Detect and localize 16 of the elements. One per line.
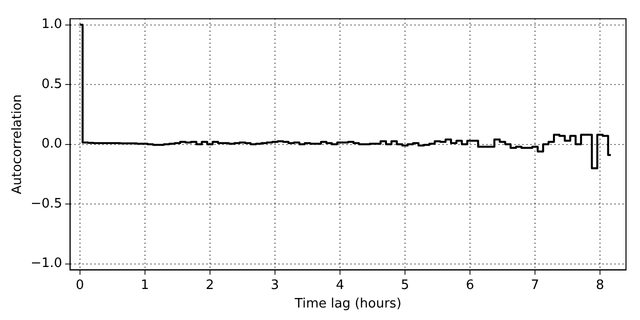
y-tick-label: 0.0 [41,136,62,152]
x-tick-label: 8 [596,278,604,293]
y-tick-label: 0.5 [41,76,62,92]
y-tick-label: −1.0 [30,256,62,272]
x-tick-label: 1 [140,278,150,293]
x-tick-label: 3 [270,278,280,293]
x-tick-label: 6 [466,278,474,293]
x-tick-label: 7 [530,278,540,293]
x-tick-label: 4 [336,278,344,293]
x-axis-title: Time lag (hours) [294,296,402,312]
y-tick-label: −0.5 [30,196,62,212]
x-tick-label: 5 [400,278,410,293]
y-axis-title: Autocorrelation [10,94,26,194]
x-tick-label: 0 [76,278,84,293]
y-tick-label: 1.0 [41,17,62,32]
x-tick-label: 2 [206,278,214,293]
